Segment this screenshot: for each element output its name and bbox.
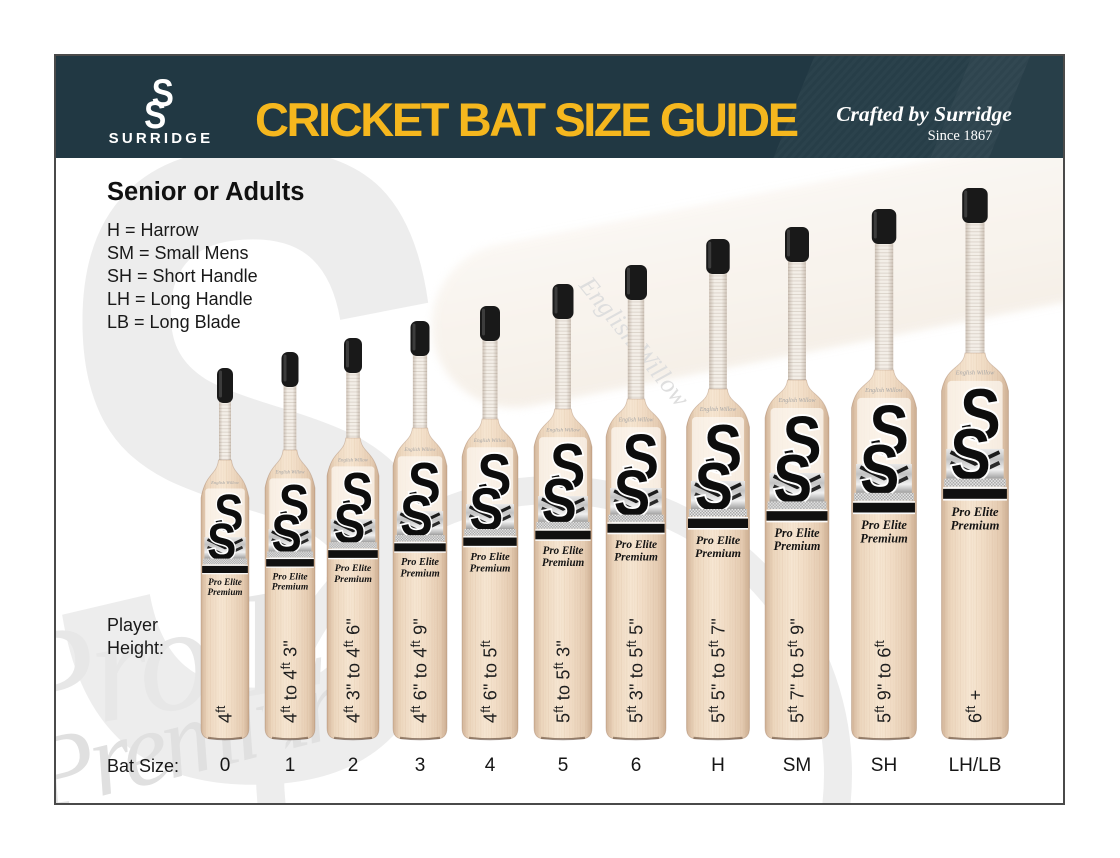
svg-text:4: 4 (485, 755, 496, 776)
svg-text:Premium: Premium (951, 519, 1000, 533)
svg-text:S: S (279, 473, 309, 534)
svg-text:5ft​ to 5ft​ 3": 5ft​ to 5ft​ 3" (552, 640, 574, 723)
svg-text:S: S (144, 92, 166, 136)
svg-text:Premium: Premium (272, 583, 308, 593)
svg-text:S: S (408, 451, 441, 516)
svg-text:Pro Elite: Pro Elite (774, 526, 820, 540)
svg-text:1: 1 (285, 755, 296, 776)
svg-text:Pro Elite: Pro Elite (615, 539, 657, 551)
svg-text:SM: SM (783, 755, 812, 776)
svg-text:Premium: Premium (860, 531, 908, 545)
svg-text:English Willow: English Willow (955, 369, 995, 376)
svg-text:S: S (783, 401, 822, 479)
svg-text:Pro Elite: Pro Elite (861, 518, 907, 532)
svg-text:2: 2 (348, 755, 359, 776)
svg-text:English Willow: English Willow (275, 471, 306, 476)
svg-text:English Willow: English Willow (699, 407, 737, 413)
svg-text:S: S (341, 461, 372, 524)
svg-text:Pro Elite: Pro Elite (951, 505, 998, 519)
svg-text:Pro Elite: Pro Elite (401, 557, 439, 568)
svg-text:S: S (152, 70, 174, 114)
svg-text:3: 3 (415, 755, 426, 776)
svg-text:4ft​ 6" to 4ft​ 9": 4ft​ 6" to 4ft​ 9" (409, 618, 431, 723)
svg-text:Pro Elite: Pro Elite (470, 552, 510, 563)
svg-text:English Willow: English Willow (210, 480, 240, 485)
svg-text:S: S (550, 433, 585, 502)
svg-text:S: S (960, 375, 1001, 455)
svg-text:H: H (711, 755, 725, 776)
svg-text:S: S (214, 485, 243, 542)
svg-text:Pro Elite: Pro Elite (208, 577, 242, 587)
svg-text:5ft​ 5" to 5ft​ 7": 5ft​ 5" to 5ft​ 7" (707, 618, 729, 723)
svg-text:English Willow: English Willow (778, 398, 817, 404)
svg-text:4ft​ to 4ft​ 3": 4ft​ to 4ft​ 3" (279, 640, 301, 723)
svg-text:Premium: Premium (400, 568, 439, 579)
svg-text:5ft​ 7" to 5ft​ 9": 5ft​ 7" to 5ft​ 9" (786, 618, 808, 723)
svg-text:5: 5 (558, 755, 569, 776)
svg-text:SH: SH (871, 755, 897, 776)
svg-text:Premium: Premium (695, 546, 741, 560)
svg-text:English Willow: English Willow (403, 447, 436, 453)
svg-text:0: 0 (220, 755, 231, 776)
svg-text:English Willow: English Willow (864, 387, 904, 394)
svg-text:6: 6 (631, 755, 642, 776)
svg-text:Premium: Premium (614, 551, 658, 563)
svg-text:Premium: Premium (470, 564, 511, 575)
svg-text:Pro Elite: Pro Elite (335, 563, 372, 574)
svg-text:English Willow: English Willow (337, 458, 369, 463)
svg-text:Pro Elite: Pro Elite (696, 533, 741, 547)
svg-text:English Willow: English Willow (473, 438, 507, 444)
svg-text:5ft​ 3" to 5ft​ 5": 5ft​ 3" to 5ft​ 5" (625, 618, 647, 723)
svg-text:Premium: Premium (542, 557, 585, 569)
svg-text:LH/LB: LH/LB (949, 755, 1002, 776)
svg-text:4ft​ 3" to 4ft​ 6": 4ft​ 3" to 4ft​ 6" (342, 618, 364, 723)
svg-text:Pro Elite: Pro Elite (543, 545, 584, 557)
svg-text:Premium: Premium (334, 574, 372, 585)
svg-text:S: S (704, 411, 742, 487)
svg-text:English Willow: English Willow (545, 428, 580, 434)
svg-text:S: S (478, 441, 512, 509)
svg-text:Premium: Premium (774, 539, 821, 553)
svg-text:5ft​ 9" to 6ft​: 5ft​ 9" to 6ft​ (873, 640, 895, 723)
svg-text:4ft​: 4ft​ (214, 705, 236, 723)
svg-text:S: S (870, 391, 909, 470)
svg-text:English Willow: English Willow (618, 417, 654, 423)
svg-text:S: S (623, 421, 659, 494)
svg-text:6ft​ +: 6ft​ + (964, 690, 986, 724)
svg-text:Pro Elite: Pro Elite (272, 572, 308, 582)
svg-text:4ft​ 6" to 5ft​: 4ft​ 6" to 5ft​ (479, 640, 501, 723)
svg-text:Premium: Premium (208, 587, 243, 597)
